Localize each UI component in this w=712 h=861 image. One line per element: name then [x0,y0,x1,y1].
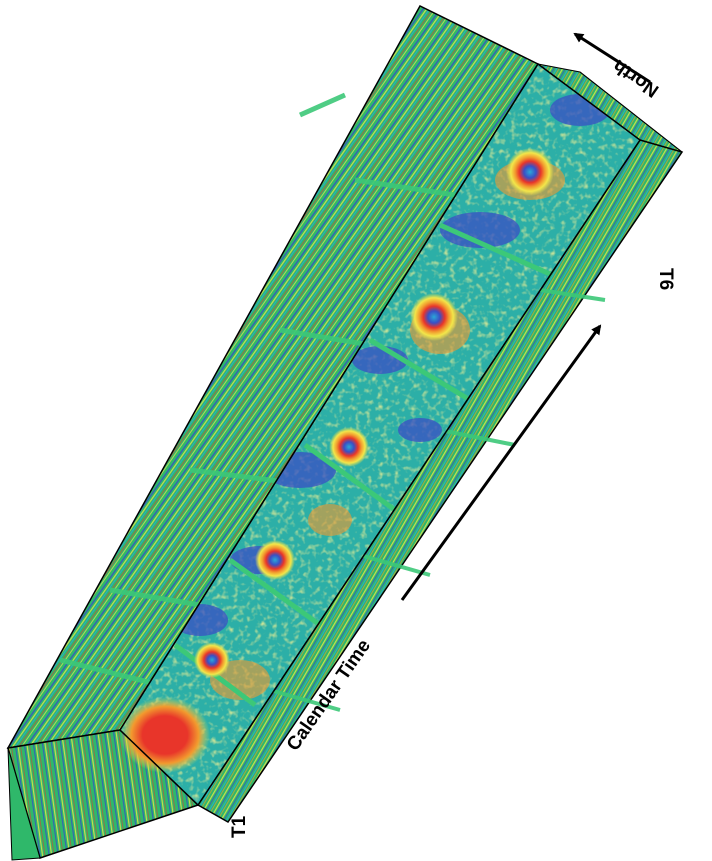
north-arrow [573,32,651,84]
north-label: North [609,55,663,101]
calendar-time-arrow [400,324,602,601]
t1-label: T1 [229,815,250,838]
anomaly-ring-t5 [410,293,458,341]
anomaly-ring-t2 [194,642,230,678]
anomaly-ring-t3 [255,540,295,580]
anomaly-ring-t6 [506,148,554,196]
side-wall-section [196,63,684,823]
back-wall-section [6,5,540,749]
box-edge [579,71,683,153]
top-surface-outline [119,62,642,807]
anomaly-t1 [120,697,210,773]
anomaly-ring-t4 [329,427,369,467]
t6-label: T6 [655,268,676,290]
